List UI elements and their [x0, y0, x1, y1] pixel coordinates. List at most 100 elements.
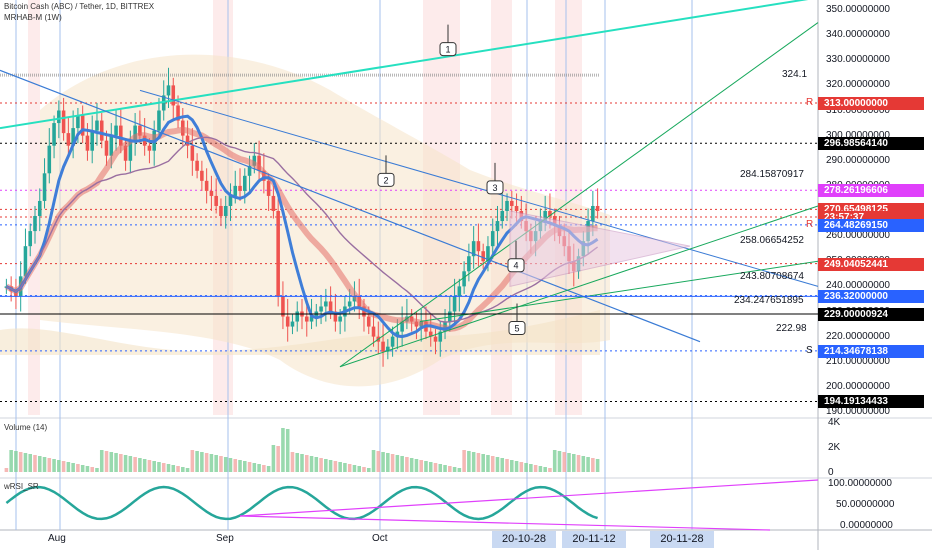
volume-bar-46: [223, 457, 228, 472]
volume-bar-84: [405, 457, 409, 472]
callout-label-4: 5: [514, 324, 519, 334]
candle-body-13: [66, 133, 71, 146]
volume-bar-81: [390, 454, 395, 472]
volume-bar-118: [567, 453, 571, 472]
volume-bar-3: [18, 452, 23, 472]
candle-body-20: [99, 120, 104, 141]
volume-bar-79: [381, 452, 385, 472]
volume-bar-99: [476, 453, 481, 472]
level-annotation-4: 258.06654252: [740, 234, 804, 246]
volume-bar-102: [490, 456, 495, 472]
volume-bar-31: [152, 461, 156, 472]
y-tick-14: 330.00000000: [826, 54, 890, 66]
volume-bar-74: [357, 466, 361, 472]
candle-body-63: [304, 316, 309, 322]
volume-bar-122: [586, 457, 590, 472]
candle-body-9: [47, 145, 52, 174]
level-annotation-9: 355: [794, 0, 811, 2]
volume-bar-111: [533, 465, 538, 472]
volume-bar-4: [23, 453, 28, 472]
volume-bar-20: [99, 450, 104, 472]
volume-bar-16: [80, 465, 85, 472]
candle-body-21: [104, 140, 109, 156]
candle-body-60: [290, 321, 295, 327]
volume-bar-53: [257, 464, 261, 472]
volume-bar-107: [514, 461, 519, 472]
candle-body-40: [195, 160, 199, 171]
volume-bar-69: [333, 461, 338, 472]
volume-bar-48: [233, 459, 238, 472]
candle-body-44: [214, 195, 218, 206]
level-annotation-5: 243.80708674: [740, 270, 804, 282]
volume-bar-37: [181, 467, 185, 472]
volume-bar-77: [371, 450, 376, 472]
volume-bar-8: [42, 457, 47, 472]
candle-body-67: [324, 301, 328, 307]
ma-ribbon-red: [5, 126, 598, 332]
candle-body-11: [57, 110, 61, 124]
candle-body-124: [595, 205, 600, 211]
x-badge-2[interactable]: 20-11-12: [562, 531, 626, 548]
volume-bar-30: [147, 460, 152, 472]
candle-body-26: [128, 140, 133, 161]
volume-bar-60: [290, 452, 295, 472]
volume-bar-32: [157, 462, 161, 472]
callouts-layer: 1 2 3 4 5: [377, 24, 526, 336]
volume-bar-87: [419, 460, 423, 472]
y-tick-16: 350.00000000: [826, 4, 890, 15]
candle-body-96: [462, 271, 466, 287]
volume-bar-58: [281, 428, 285, 472]
volume-bar-36: [176, 466, 180, 472]
rsi-tick-0: 0.00000000: [840, 520, 893, 531]
trend-green-steep: [339, 22, 819, 368]
volume-bar-72: [347, 464, 352, 472]
volume-bar-98: [471, 452, 476, 472]
volume-bar-119: [571, 454, 576, 472]
x-label-oct: Oct: [372, 533, 388, 544]
price-label-10: 194.19134433: [818, 395, 924, 409]
volume-legend: Volume (14): [4, 423, 48, 432]
candle-body-91: [438, 331, 443, 342]
x-badge-3[interactable]: 20-11-28: [650, 531, 714, 548]
callout-box-4: [508, 321, 526, 336]
candle-body-52: [252, 155, 257, 166]
volume-bar-23: [114, 453, 118, 472]
candle-body-27: [133, 125, 137, 141]
volume-bar-26: [128, 456, 133, 472]
callout-label-0: 1: [445, 45, 450, 55]
y-tick-7: 260.00000000: [826, 230, 890, 242]
candle-body-38: [185, 135, 190, 146]
volume-bar-41: [200, 452, 204, 472]
volume-bar-101: [486, 455, 490, 472]
candle-body-17: [85, 135, 90, 151]
candle-body-32: [157, 110, 161, 131]
candle-body-90: [433, 336, 438, 342]
volume-bar-63: [304, 455, 309, 472]
volume-bar-96: [462, 450, 466, 472]
volume-bar-116: [557, 451, 562, 472]
volume-bar-55: [266, 466, 271, 472]
volume-bar-103: [495, 457, 500, 472]
volume-bar-12: [61, 461, 66, 472]
candle-body-12: [61, 110, 66, 134]
candle-body-97: [467, 256, 471, 272]
volume-bar-2: [14, 451, 18, 472]
ma-slow-purple: [6, 136, 599, 323]
x-badge-1[interactable]: 20-10-28: [492, 531, 556, 548]
candle-body-46: [223, 205, 228, 217]
candle-body-77: [371, 326, 376, 337]
callout-box-2: [486, 180, 504, 195]
candle-body-76: [366, 316, 371, 327]
volume-tick-4k: 4K: [828, 417, 841, 428]
trend-green-low: [419, 260, 819, 323]
candle-body-100: [481, 251, 485, 262]
candle-body-95: [457, 286, 462, 297]
candle-body-15: [76, 115, 80, 129]
y-tick-1: 200.00000000: [826, 380, 890, 392]
candle-body-5: [28, 231, 33, 247]
rsi-legend: wRSI_SR: [4, 482, 39, 491]
candle-body-83: [400, 321, 404, 332]
volume-bar-44: [214, 455, 218, 472]
